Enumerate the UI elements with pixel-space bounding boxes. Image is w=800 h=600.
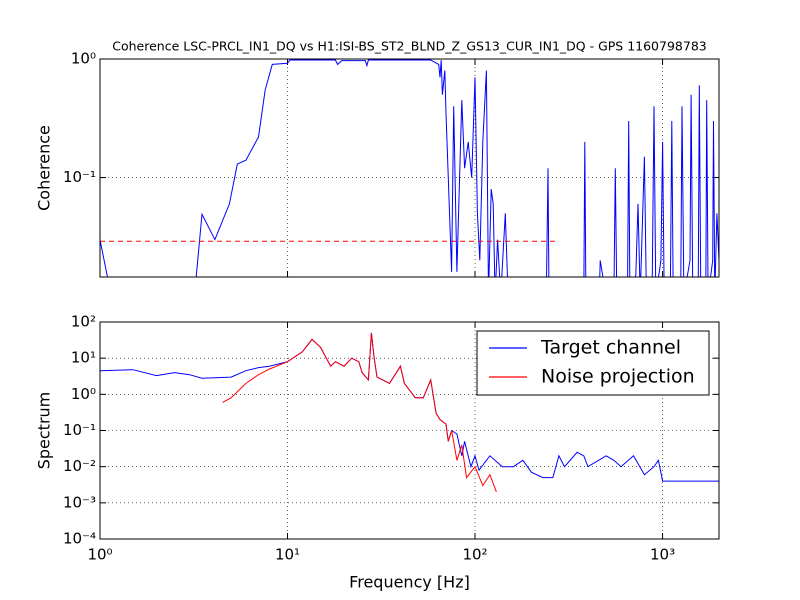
x-tick-label: 10¹ [275, 546, 300, 564]
y-tick-label: 10⁻³ [63, 493, 96, 511]
y-tick-label: 10⁻⁴ [63, 530, 96, 548]
plot-area [100, 59, 719, 277]
y-tick-label: 10⁻¹ [63, 421, 96, 439]
y-tick-label: 10⁰ [71, 385, 96, 403]
axes-frame [99, 321, 720, 540]
axes-frame [99, 58, 720, 278]
legend-box [476, 330, 710, 396]
y-tick-label: 10⁰ [71, 50, 96, 68]
x-tick-label: 10⁰ [87, 546, 112, 564]
y-tick-label: 10⁻² [63, 457, 96, 475]
series-line [222, 332, 497, 493]
plot-area [100, 332, 719, 493]
y-tick-label: 10² [71, 313, 96, 331]
y-tick-label: 10⁻¹ [63, 168, 96, 186]
y-tick-label: 10¹ [71, 349, 96, 367]
legend-label: Target channel [540, 337, 681, 359]
x-axis-label: Frequency [Hz] [349, 573, 470, 592]
series-line [100, 59, 719, 277]
y-axis-label: Spectrum [35, 392, 54, 470]
x-tick-label: 10³ [650, 546, 675, 564]
y-axis-label: Coherence [35, 125, 54, 211]
legend-label: Noise projection [541, 366, 695, 388]
x-tick-label: 10² [462, 546, 487, 564]
chart-title: Coherence LSC-PRCL_IN1_DQ vs H1:ISI-BS_S… [112, 39, 706, 54]
